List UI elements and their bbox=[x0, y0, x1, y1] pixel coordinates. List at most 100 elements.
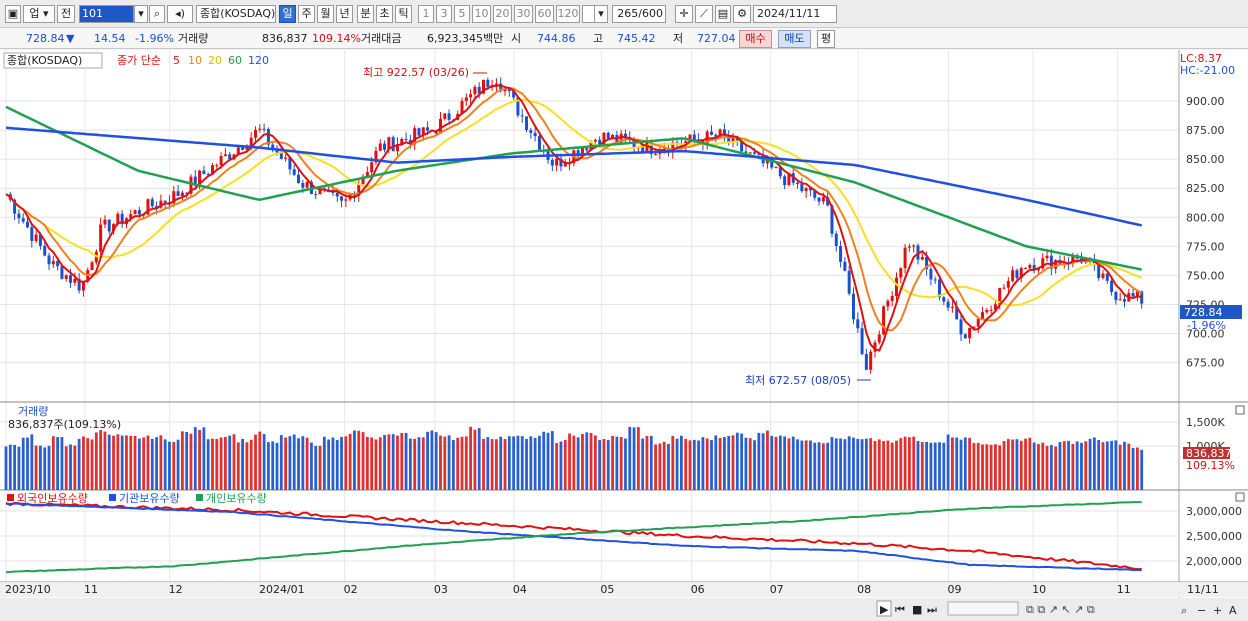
candle-body bbox=[60, 266, 64, 279]
code-dropdown-icon[interactable]: ▾ bbox=[134, 5, 148, 23]
candle-body bbox=[520, 115, 524, 117]
volume-bar bbox=[787, 438, 791, 490]
volume-bar bbox=[821, 443, 825, 490]
interval-20[interactable]: 20 bbox=[493, 5, 512, 23]
chart-background bbox=[0, 50, 1248, 621]
zoom-out-icon[interactable]: − bbox=[1197, 604, 1206, 617]
candle-body bbox=[989, 309, 993, 311]
volume-bar bbox=[916, 440, 920, 490]
volume-panel-close-icon[interactable] bbox=[1235, 405, 1245, 415]
chart-area[interactable]: 900.00 875.00 850.00 825.00 800.00 775.00 750.… bbox=[0, 50, 1248, 621]
candle-body bbox=[266, 129, 270, 145]
zoom-in-icon[interactable]: + bbox=[1213, 604, 1222, 617]
candle-body bbox=[494, 83, 498, 86]
draw-tool-icon[interactable]: ⟋ bbox=[695, 5, 713, 23]
period-tick[interactable]: 틱 bbox=[395, 5, 412, 23]
interval-10[interactable]: 10 bbox=[472, 5, 491, 23]
period-second[interactable]: 초 bbox=[376, 5, 393, 23]
scroll-next-icon[interactable] bbox=[876, 600, 892, 617]
tool-icons[interactable]: ⧉ ⧉ ↗ ↖ ↗ ⧉ bbox=[1026, 603, 1095, 616]
candle-body bbox=[391, 137, 395, 152]
candle-body bbox=[817, 197, 821, 202]
candle-body bbox=[99, 224, 103, 252]
volume-bar bbox=[400, 433, 404, 490]
stop-icon[interactable]: ■ bbox=[912, 603, 922, 616]
search-icon[interactable]: ⌕ bbox=[149, 5, 165, 23]
volume-bar bbox=[563, 439, 567, 490]
volume-bar bbox=[1024, 438, 1027, 490]
y-tick-label: 750.00 bbox=[1186, 269, 1225, 282]
chart-type-icon[interactable]: ▣ bbox=[5, 5, 21, 23]
interval-120[interactable]: 120 bbox=[556, 5, 580, 23]
period-month[interactable]: 월 bbox=[317, 5, 334, 23]
volume-bar bbox=[473, 429, 477, 490]
candle-body bbox=[219, 156, 223, 166]
volume-bar bbox=[17, 446, 21, 490]
volume-bar bbox=[933, 442, 937, 490]
crosshair-icon[interactable]: ✛ bbox=[675, 5, 693, 23]
interval-5[interactable]: 5 bbox=[454, 5, 470, 23]
candle-body bbox=[559, 158, 563, 167]
gear-icon[interactable]: ⚙ bbox=[733, 5, 751, 23]
volume-bar bbox=[1101, 442, 1105, 490]
font-size-icon[interactable]: A bbox=[1229, 604, 1237, 617]
holding-panel-close-icon[interactable] bbox=[1235, 492, 1245, 502]
candle-body bbox=[606, 132, 610, 139]
candle-body bbox=[486, 79, 490, 87]
code-input[interactable]: 101 bbox=[79, 5, 134, 23]
prev-button[interactable]: 전 bbox=[57, 5, 75, 23]
count-field[interactable]: 265/600 bbox=[612, 5, 666, 23]
volume-bar bbox=[839, 438, 842, 490]
volume-bar bbox=[796, 439, 799, 490]
candle-body bbox=[387, 137, 391, 150]
candle-body bbox=[847, 270, 851, 294]
period-year[interactable]: 년 bbox=[336, 5, 353, 23]
period-week[interactable]: 주 bbox=[298, 5, 315, 23]
volume-bar bbox=[972, 443, 976, 490]
volume-bar bbox=[64, 446, 68, 490]
volume-bar bbox=[297, 438, 300, 490]
volume-bar bbox=[585, 432, 589, 490]
interval-3[interactable]: 3 bbox=[436, 5, 452, 23]
period-day[interactable]: 일 bbox=[279, 5, 296, 23]
volume-bar bbox=[886, 440, 890, 490]
period-minute[interactable]: 분 bbox=[357, 5, 374, 23]
volume-bar bbox=[340, 436, 343, 490]
volume-bar bbox=[374, 439, 378, 490]
volume-bar bbox=[112, 435, 115, 490]
scrollbar[interactable] bbox=[947, 601, 1019, 616]
eval-button[interactable]: 평 bbox=[817, 30, 835, 48]
interval-60[interactable]: 60 bbox=[535, 5, 554, 23]
volume-bar bbox=[662, 441, 666, 490]
candle-body bbox=[464, 97, 468, 102]
volume-bar bbox=[155, 437, 158, 490]
save-icon[interactable]: ▤ bbox=[715, 5, 731, 23]
volume-bar bbox=[322, 436, 326, 490]
interval-dropdown-icon[interactable]: ▾ bbox=[594, 5, 608, 23]
scroll-first-icon[interactable]: ⏮ bbox=[895, 603, 905, 616]
x-axis-right-label: 11/11 bbox=[1187, 583, 1219, 596]
volume-bar bbox=[654, 444, 657, 490]
interval-30[interactable]: 30 bbox=[514, 5, 533, 23]
buy-button[interactable]: 매수 bbox=[739, 30, 772, 48]
scroll-last-icon[interactable]: ⏭ bbox=[927, 603, 937, 616]
volume-bar bbox=[1080, 442, 1083, 490]
sound-icon[interactable]: ◂) bbox=[167, 5, 193, 23]
volume-bar bbox=[951, 437, 954, 490]
volume-bar bbox=[464, 436, 468, 490]
volume-bar bbox=[1028, 437, 1032, 490]
volume-bar bbox=[778, 435, 782, 490]
volume-bar bbox=[396, 435, 399, 490]
volume-bar bbox=[813, 442, 817, 490]
candle-body bbox=[963, 334, 967, 339]
date-field[interactable]: 2024/11/11 bbox=[753, 5, 837, 23]
candle-body bbox=[73, 278, 77, 283]
volume-bar bbox=[525, 438, 528, 490]
candle-body bbox=[1002, 287, 1006, 289]
market-select[interactable]: 업 ▾ bbox=[23, 5, 55, 23]
interval-1[interactable]: 1 bbox=[418, 5, 434, 23]
zoom-icon[interactable]: ⌕ bbox=[1181, 604, 1187, 617]
sell-button[interactable]: 매도 bbox=[778, 30, 811, 48]
ma5-line bbox=[5, 84, 1142, 352]
volume-bar bbox=[718, 438, 722, 490]
